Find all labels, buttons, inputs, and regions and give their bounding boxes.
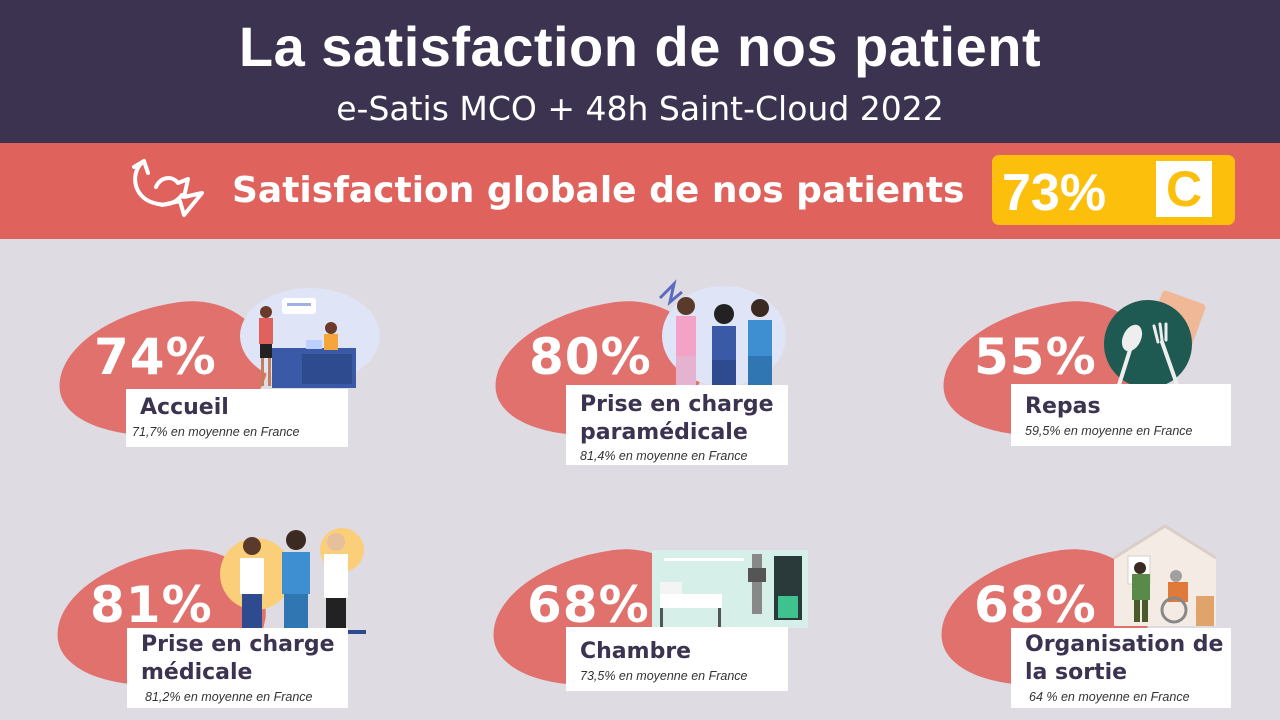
indicator-national-average: 81,4% en moyenne en France [580, 449, 748, 463]
indicator-value: 68% [527, 576, 650, 634]
indicator-label-box: Prise en charge médicale 81,2% en moyenn… [127, 628, 348, 708]
indicator-value: 55% [974, 328, 1097, 386]
global-satisfaction-banner: Satisfaction globale de nos patients 73%… [0, 143, 1280, 239]
doctors-illustration [220, 528, 366, 634]
indicator-label: Repas [1025, 394, 1101, 419]
indicator-label-box: Organisation de la sortie 64 % en moyenn… [1011, 628, 1231, 708]
global-score-value: 73% [1002, 164, 1107, 222]
grade-badge: C [1156, 161, 1212, 217]
indicator-label: Organisation de la sortie [1025, 632, 1224, 685]
indicator-national-average: 59,5% en moyenne en France [1025, 424, 1193, 438]
indicator-label-box: Repas 59,5% en moyenne en France [1011, 384, 1231, 446]
global-score-badge: 73% C [992, 155, 1235, 225]
home-discharge-illustration [1113, 524, 1217, 626]
header: La satisfaction de nos patient e-Satis M… [0, 0, 1280, 143]
nurses-illustration [658, 279, 786, 388]
indicator-label-box: Accueil 71,7% en moyenne en France [126, 389, 348, 447]
indicator-national-average: 71,7% en moyenne en France [132, 425, 300, 439]
reception-desk-illustration [240, 288, 380, 388]
indicator-national-average: 81,2% en moyenne en France [145, 690, 313, 704]
indicator-label-box: Chambre 73,5% en moyenne en France [566, 627, 788, 691]
indicator-label-box: Prise en charge paramédicale 81,4% en mo… [566, 385, 788, 465]
page-title: La satisfaction de nos patient [238, 15, 1042, 78]
hospital-room-illustration [652, 550, 808, 628]
indicator-national-average: 64 % en moyenne en France [1029, 690, 1190, 704]
page-subtitle: e-Satis MCO + 48h Saint-Cloud 2022 [336, 89, 944, 128]
indicator-value: 68% [974, 576, 1097, 634]
banner-title: Satisfaction globale de nos patients [232, 170, 965, 211]
indicator-national-average: 73,5% en moyenne en France [580, 669, 748, 683]
plate-cutlery-illustration [1104, 290, 1206, 412]
indicator-label: Prise en charge médicale [141, 632, 335, 685]
indicator-label: Accueil [140, 395, 229, 420]
swirl-arrow-icon [132, 159, 204, 217]
indicator-label: Prise en charge paramédicale [580, 392, 774, 445]
indicator-value: 80% [529, 328, 652, 386]
indicator-label: Chambre [580, 639, 692, 664]
indicator-value: 81% [90, 576, 213, 634]
indicator-value: 74% [94, 328, 217, 386]
